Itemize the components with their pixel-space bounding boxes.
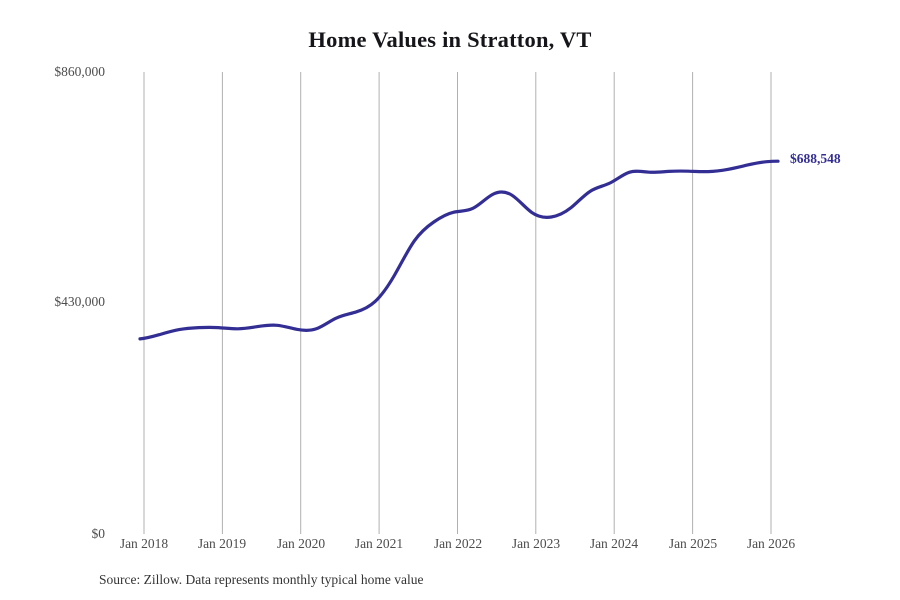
x-axis-tick-jan-2020: Jan 2020 [276, 536, 326, 551]
x-axis-tick-jan-2023: Jan 2023 [511, 536, 561, 551]
x-axis-tick-jan-2022: Jan 2022 [433, 536, 483, 551]
endpoint-value-label: $688,548 [790, 151, 841, 166]
x-axis-tick-jan-2019: Jan 2019 [197, 536, 247, 551]
x-axis-tick-jan-2025: Jan 2025 [668, 536, 718, 551]
x-axis-tick-jan-2021: Jan 2021 [354, 536, 404, 551]
gridlines-vertical [143, 72, 772, 534]
chart-title: Home Values in Stratton, VT [308, 27, 592, 52]
x-axis-tick-jan-2018: Jan 2018 [119, 536, 169, 551]
y-axis-tick-860000: $860,000 [54, 64, 105, 79]
x-axis-tick-jan-2026: Jan 2026 [746, 536, 796, 551]
y-axis-tick-430000: $430,000 [54, 294, 105, 309]
home-value-line [138, 159, 780, 341]
source-note: Source: Zillow. Data represents monthly … [99, 572, 424, 587]
x-axis-tick-jan-2024: Jan 2024 [589, 536, 639, 551]
y-axis-tick-0: $0 [91, 526, 106, 541]
